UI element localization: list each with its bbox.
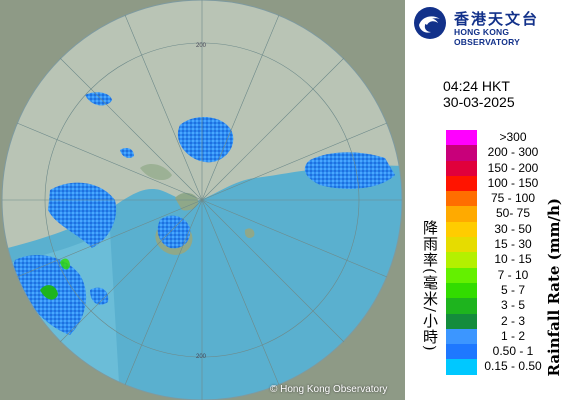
legend-swatch — [446, 191, 477, 207]
legend-swatch — [446, 130, 477, 146]
legend-title-english: Rainfall Rate (mm/h) — [545, 198, 563, 377]
legend-row: 7 - 10 — [446, 267, 546, 283]
legend-row: 200 - 300 — [446, 145, 546, 161]
legend-row: 5 - 7 — [446, 282, 546, 299]
legend-label: 7 - 10 — [497, 267, 529, 282]
legend-label: 200 - 300 — [487, 145, 539, 160]
legend-label: 0.15 - 0.50 — [484, 359, 542, 374]
legend-swatch — [446, 328, 477, 345]
legend-row: 150 - 200 — [446, 160, 546, 176]
ring-label-top: 200 — [196, 43, 207, 49]
copyright-text: © Hong Kong Observatory — [270, 384, 388, 395]
range-rings — [1, 0, 403, 400]
hko-swirl-logo-icon — [414, 7, 446, 39]
legend-label: 1 - 2 — [500, 328, 525, 343]
legend-swatch — [446, 282, 477, 299]
legend-swatch — [446, 221, 477, 238]
radar-map-canvas: 200 200 — [1, 0, 403, 400]
legend-label: 5 - 7 — [500, 282, 525, 297]
legend-title-chinese: 降雨率(毫米/小時) — [421, 220, 439, 352]
legend-swatch — [446, 145, 477, 161]
legend-row: 0.50 - 1 — [446, 344, 546, 360]
legend-row: 30 - 50 — [446, 221, 546, 238]
legend-swatch — [446, 175, 477, 192]
legend-swatch — [446, 344, 477, 360]
legend-row: >300 — [446, 130, 546, 146]
legend-label: 15 - 30 — [494, 237, 532, 252]
hko-logo: 香港天文台 HONG KONG OBSERVATORY — [413, 6, 573, 47]
legend-row: 50- 75 — [446, 206, 546, 222]
rain-echoes — [13, 92, 395, 335]
legend-label: 50- 75 — [495, 206, 531, 221]
legend-label: 3 - 5 — [500, 298, 525, 313]
side-panel: 香港天文台 HONG KONG OBSERVATORY 04:24 HKT 30… — [405, 0, 577, 400]
legend-label: 0.50 - 1 — [492, 344, 534, 359]
legend-swatch — [446, 237, 477, 253]
ring-label-bottom: 200 — [196, 354, 207, 360]
legend-label: >300 — [499, 130, 527, 144]
legend-row: 10 - 15 — [446, 252, 546, 268]
legend-swatch — [446, 160, 477, 176]
legend-label: 2 - 3 — [500, 313, 525, 328]
legend-row: 3 - 5 — [446, 298, 546, 314]
radar-map: 200 200 © Hong Kong Observatory — [0, 0, 405, 400]
logo-chinese-name: 香港天文台 — [454, 10, 540, 28]
rainfall-legend-scale: >300 200 - 300 150 - 200 100 - 150 75 - 100 5… — [446, 130, 546, 375]
legend-swatch — [446, 313, 477, 329]
observation-time: 04:24 HKT — [443, 78, 510, 94]
legend-label: 30 - 50 — [494, 221, 532, 236]
legend-swatch — [446, 298, 477, 314]
legend-row: 0.15 - 0.50 — [446, 359, 546, 375]
legend-label: 75 - 100 — [490, 191, 536, 206]
legend-row: 100 - 150 — [446, 175, 546, 192]
legend-swatch — [446, 252, 477, 268]
legend-row: 15 - 30 — [446, 237, 546, 253]
legend-label: 150 - 200 — [487, 160, 539, 175]
legend-swatch — [446, 267, 477, 283]
legend-swatch — [446, 206, 477, 222]
observation-date: 30-03-2025 — [443, 94, 515, 110]
legend-row: 2 - 3 — [446, 313, 546, 329]
legend-label: 10 - 15 — [494, 252, 532, 267]
legend-row: 75 - 100 — [446, 191, 546, 207]
legend-row: 1 - 2 — [446, 328, 546, 345]
legend-label: 100 - 150 — [487, 175, 539, 190]
logo-english-name: HONG KONG OBSERVATORY — [454, 27, 520, 47]
legend-swatch — [446, 359, 477, 375]
